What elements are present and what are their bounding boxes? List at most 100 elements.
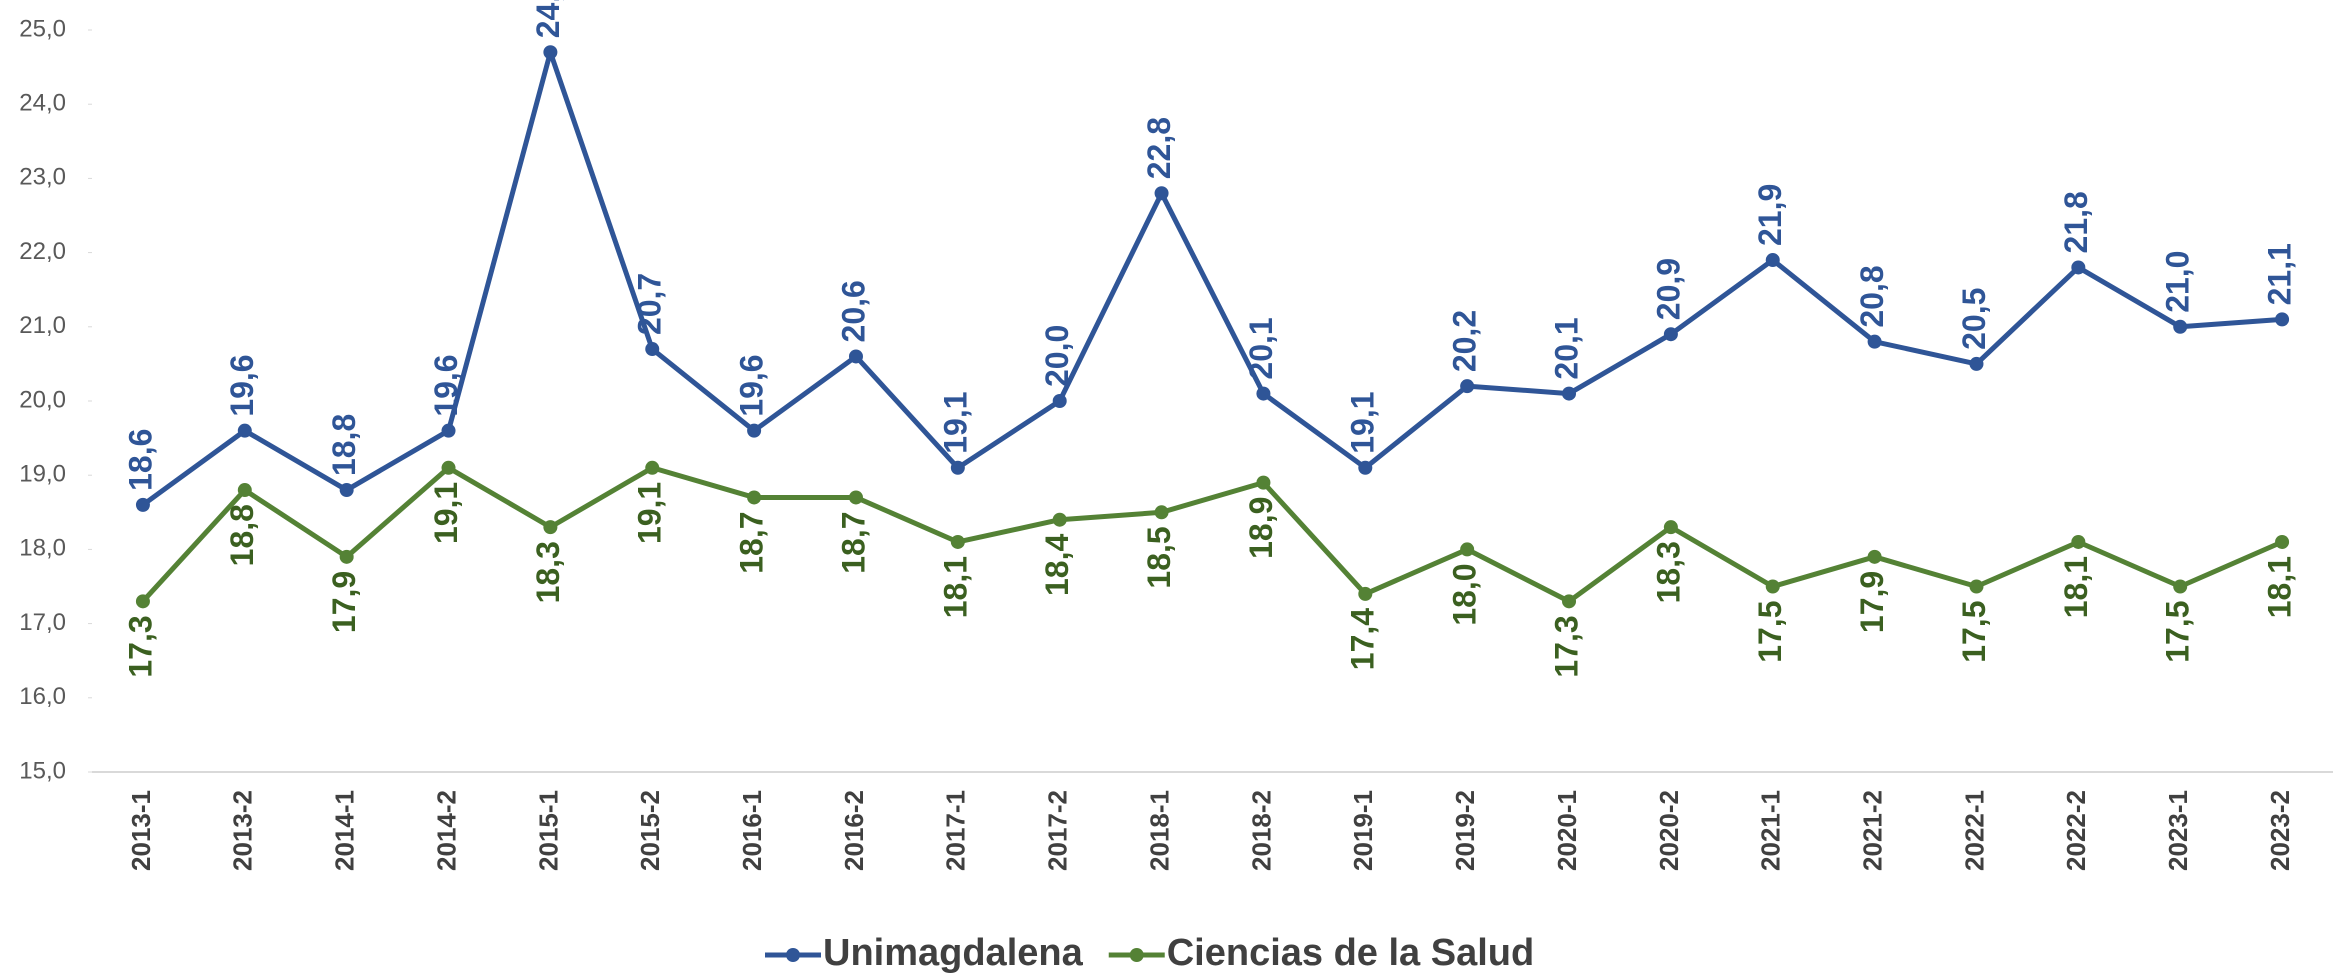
x-tick-label: 2017-2 xyxy=(1043,790,1073,871)
data-label: 18,7 xyxy=(734,511,770,573)
data-point xyxy=(1460,542,1475,557)
data-point xyxy=(1663,327,1678,342)
data-label: 17,3 xyxy=(1548,615,1584,677)
x-tick-label: 2023-2 xyxy=(2265,790,2295,871)
x-tick-label: 2020-2 xyxy=(1654,790,1684,871)
data-label: 24,7 xyxy=(530,0,566,38)
data-label: 17,5 xyxy=(1956,601,1992,663)
x-tick-label: 2015-2 xyxy=(635,790,665,871)
data-point xyxy=(1663,520,1678,535)
x-tick-label: 2019-2 xyxy=(1450,790,1480,871)
data-label: 22,8 xyxy=(1141,117,1177,179)
data-point xyxy=(1969,356,1984,371)
data-label: 18,6 xyxy=(122,429,158,491)
data-label: 18,4 xyxy=(1039,534,1075,596)
data-label: 21,1 xyxy=(2262,243,2298,305)
data-point xyxy=(339,549,354,564)
x-tick-label: 2014-1 xyxy=(330,790,360,871)
data-point xyxy=(441,423,456,438)
x-tick-label: 2020-1 xyxy=(1552,790,1582,871)
series-line xyxy=(141,465,2284,604)
x-tick-label: 2018-2 xyxy=(1246,790,1276,871)
x-tick-label: 2017-1 xyxy=(941,790,971,871)
data-label: 20,5 xyxy=(1956,288,1992,350)
x-tick-label: 2015-1 xyxy=(533,790,563,871)
data-point xyxy=(950,534,965,549)
data-label: 18,3 xyxy=(530,541,566,603)
data-label: 20,8 xyxy=(1854,265,1890,327)
x-tick-label: 2014-2 xyxy=(431,790,461,871)
data-point xyxy=(2071,260,2086,275)
data-label: 21,0 xyxy=(2160,251,2196,313)
data-label: 19,1 xyxy=(428,482,464,544)
y-tick-label: 16,0 xyxy=(19,683,66,710)
data-point xyxy=(2071,534,2086,549)
data-label: 20,9 xyxy=(1650,258,1686,320)
data-label: 18,8 xyxy=(326,414,362,476)
data-label: 17,9 xyxy=(1854,571,1890,633)
x-tick-label: 2022-2 xyxy=(2061,790,2091,871)
legend-marker xyxy=(786,948,800,962)
x-tick-label: 2013-2 xyxy=(228,790,258,871)
data-label: 19,6 xyxy=(224,354,260,416)
data-label: 18,3 xyxy=(1650,541,1686,603)
data-point xyxy=(1867,334,1882,349)
legend-marker xyxy=(1129,948,1144,962)
data-point xyxy=(1969,579,1984,594)
y-tick-label: 15,0 xyxy=(19,757,66,784)
data-point xyxy=(1765,253,1780,268)
data-point xyxy=(135,497,150,512)
data-label: 17,5 xyxy=(2160,601,2196,663)
x-tick-label: 2022-1 xyxy=(1959,790,1989,871)
data-point xyxy=(747,490,762,505)
data-label: 17,4 xyxy=(1345,608,1381,670)
data-label: 20,1 xyxy=(1548,317,1584,379)
data-label: 18,5 xyxy=(1141,526,1177,588)
data-label: 20,0 xyxy=(1039,325,1075,387)
data-point xyxy=(1867,549,1882,564)
data-label: 21,8 xyxy=(2058,191,2094,253)
data-point xyxy=(1765,579,1780,594)
data-point xyxy=(1154,186,1169,201)
data-point xyxy=(645,460,660,475)
y-tick-label: 24,0 xyxy=(19,90,66,117)
data-label: 17,9 xyxy=(326,571,362,633)
data-point xyxy=(2173,579,2188,594)
data-label: 17,3 xyxy=(122,615,158,677)
data-point xyxy=(2275,534,2290,549)
data-point xyxy=(848,490,863,505)
data-point xyxy=(645,342,660,357)
x-tick-label: 2023-1 xyxy=(2163,790,2193,871)
data-point xyxy=(441,460,456,475)
data-label: 20,1 xyxy=(1243,317,1279,379)
x-tick-label: 2019-1 xyxy=(1348,790,1378,871)
data-point xyxy=(1154,505,1169,520)
data-label: 18,1 xyxy=(937,556,973,618)
data-point xyxy=(950,460,965,475)
y-tick-label: 18,0 xyxy=(19,535,66,562)
data-point xyxy=(135,594,150,609)
x-tick-label: 2013-1 xyxy=(126,790,156,871)
data-label: 20,6 xyxy=(835,280,871,342)
legend-label: Ciencias de la Salud xyxy=(1167,932,1534,974)
x-tick-label: 2021-2 xyxy=(1857,790,1887,871)
legend-label: Unimagdalena xyxy=(823,932,1084,974)
data-label: 18,9 xyxy=(1243,497,1279,559)
data-label: 18,1 xyxy=(2058,556,2094,618)
data-label: 20,7 xyxy=(632,273,668,335)
y-tick-label: 17,0 xyxy=(19,609,66,636)
data-point xyxy=(1052,512,1067,527)
y-tick-label: 20,0 xyxy=(19,386,66,413)
data-point xyxy=(1358,586,1373,601)
data-point xyxy=(1460,379,1475,394)
data-label: 18,1 xyxy=(2262,556,2298,618)
data-point xyxy=(237,423,252,438)
data-point xyxy=(1562,594,1577,609)
data-point xyxy=(2173,319,2188,334)
x-tick-label: 2016-2 xyxy=(839,790,869,871)
data-label: 18,7 xyxy=(835,511,871,573)
series-line xyxy=(141,49,2283,507)
data-label: 19,1 xyxy=(632,482,668,544)
x-tick-label: 2016-1 xyxy=(737,790,767,871)
y-tick-label: 21,0 xyxy=(19,312,66,339)
